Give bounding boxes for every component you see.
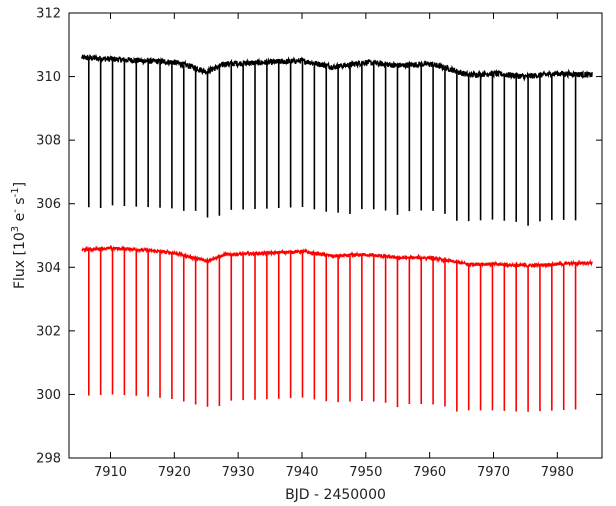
y-axis-label-unit-e: e (12, 213, 28, 226)
series-black-baseline (81, 53, 593, 82)
plot-area (68, 12, 603, 459)
y-tick-label: 298 (36, 452, 61, 467)
y-tick-label: 308 (36, 134, 61, 149)
y-axis-label-exponent-3: -1 (10, 187, 21, 197)
y-axis-label-exponent-2: - (10, 209, 21, 213)
y-axis-label-unit-s: s (12, 197, 28, 209)
x-tick-label: 7970 (477, 465, 510, 480)
x-axis-ticks: 7910 7920 7930 7940 7950 7960 7970 7980 (94, 13, 574, 480)
series-layer (81, 53, 593, 412)
x-tick-label: 7950 (349, 465, 382, 480)
y-axis-ticks: 298 300 302 304 306 308 310 312 (36, 7, 602, 467)
y-tick-label: 310 (36, 70, 61, 85)
svg-text:Flux [103 e- s-1]: Flux [103 e- s-1] (10, 182, 28, 289)
series-red-baseline (81, 244, 593, 269)
x-axis-label: BJD - 2450000 (285, 487, 386, 503)
y-axis-label-main: Flux [10 (12, 232, 28, 289)
y-axis-label-exponent-1: 3 (10, 226, 21, 232)
y-tick-label: 300 (36, 388, 61, 403)
x-tick-label: 7960 (413, 465, 446, 480)
y-tick-label: 304 (36, 261, 61, 276)
y-tick-label: 306 (36, 197, 61, 212)
x-tick-label: 7910 (94, 465, 127, 480)
y-axis-label-end: ] (12, 182, 28, 187)
x-tick-label: 7930 (222, 465, 255, 480)
y-tick-label: 302 (36, 324, 61, 339)
y-tick-label: 312 (36, 7, 61, 22)
x-tick-label: 7940 (285, 465, 318, 480)
x-tick-label: 7920 (158, 465, 191, 480)
x-tick-label: 7980 (541, 465, 574, 480)
y-axis-label: Flux [103 e- s-1] (10, 182, 28, 289)
